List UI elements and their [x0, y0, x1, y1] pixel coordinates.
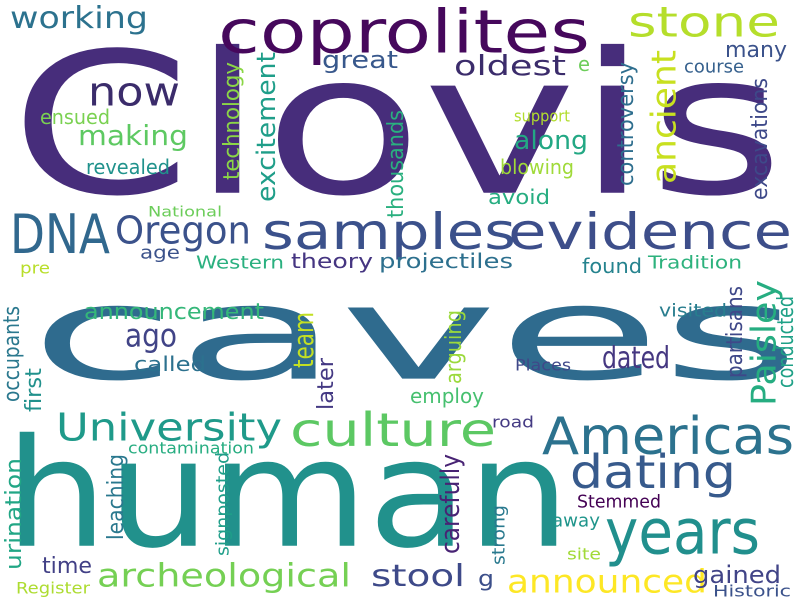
- word-making: making: [78, 119, 188, 152]
- word-announcement: announcement: [84, 300, 264, 325]
- word-time: time: [42, 554, 92, 579]
- word-national: National: [148, 204, 222, 221]
- word-later: later: [314, 358, 339, 410]
- word-leaching: leaching: [104, 454, 129, 540]
- word-stool: stool: [371, 559, 465, 594]
- word-controversy: controversy: [614, 62, 639, 186]
- word-visited: visited: [659, 300, 727, 322]
- word-ancient: ancient: [645, 50, 685, 184]
- word-site: site: [567, 544, 601, 564]
- word-years: years: [605, 497, 760, 569]
- word-evidence: evidence: [508, 203, 792, 262]
- word-stone: stone: [628, 0, 780, 47]
- word-road: road: [492, 412, 534, 432]
- word-technology: technology: [220, 62, 245, 180]
- word-conducted: conducted: [774, 296, 799, 388]
- word-employ: employ: [410, 385, 484, 408]
- word-avoid: avoid: [488, 186, 550, 209]
- word-carefully: carefully: [436, 454, 466, 554]
- word-tradition: Tradition: [648, 252, 742, 274]
- word-now: now: [88, 68, 180, 115]
- word-gained: gained: [693, 561, 781, 589]
- word-along: along: [514, 126, 588, 156]
- word-arguing: arguing: [442, 310, 467, 384]
- word-culture: culture: [290, 404, 496, 458]
- word-support: support: [514, 106, 570, 126]
- word-age: age: [140, 242, 180, 264]
- word-clovis: Clovis: [10, 10, 784, 240]
- word-urination: urination: [2, 458, 27, 570]
- word-historic: Historic: [713, 581, 791, 600]
- word-occupants: occupants: [0, 306, 25, 402]
- word-blowing: blowing: [500, 156, 574, 179]
- word-oregon: Oregon: [115, 209, 251, 253]
- word-ensued: ensued: [40, 106, 110, 129]
- word-g: g: [478, 567, 494, 592]
- word-contamination: contamination: [128, 438, 254, 458]
- word-pre: pre: [20, 258, 50, 278]
- word-register: Register: [16, 578, 90, 598]
- word-western: Western: [196, 252, 284, 274]
- word-called: called: [134, 353, 206, 376]
- word-dna: DNA: [10, 203, 110, 267]
- word-announced: announced: [507, 563, 707, 600]
- word-coprolites: coprolites: [218, 0, 590, 67]
- word-theory: theory: [291, 250, 373, 273]
- word-caves: caves: [30, 258, 800, 410]
- word-great: great: [322, 46, 398, 74]
- word-thousands: thousands: [384, 110, 409, 218]
- word-archeological: archeological: [97, 557, 351, 595]
- word-stemmed: Stemmed: [577, 491, 661, 513]
- word-dated: dated: [602, 341, 670, 376]
- word-away: away: [552, 510, 600, 532]
- word-excavations: excavations: [748, 78, 773, 200]
- word-many: many: [725, 38, 787, 63]
- word-americas: Americas: [542, 405, 794, 467]
- word-samples: samples: [262, 203, 516, 262]
- word-course: course: [684, 56, 744, 78]
- word-dating: dating: [570, 446, 736, 500]
- word-university: University: [56, 406, 282, 450]
- word-signposted: signposted: [212, 452, 234, 556]
- word-excitement: excitement: [252, 52, 282, 202]
- word-first: first: [22, 368, 47, 412]
- word-e: e: [578, 53, 590, 76]
- word-found: found: [582, 255, 642, 278]
- word-revealed: revealed: [86, 156, 170, 179]
- word-projectiles: projectiles: [379, 250, 513, 273]
- word-oldest: oldest: [454, 49, 566, 82]
- word-strong: strong: [488, 505, 510, 565]
- word-human: human: [5, 407, 570, 582]
- word-places: Places: [515, 355, 571, 375]
- word-working: working: [10, 1, 148, 36]
- word-ago: ago: [125, 317, 177, 355]
- word-partisans: partisans: [723, 286, 748, 378]
